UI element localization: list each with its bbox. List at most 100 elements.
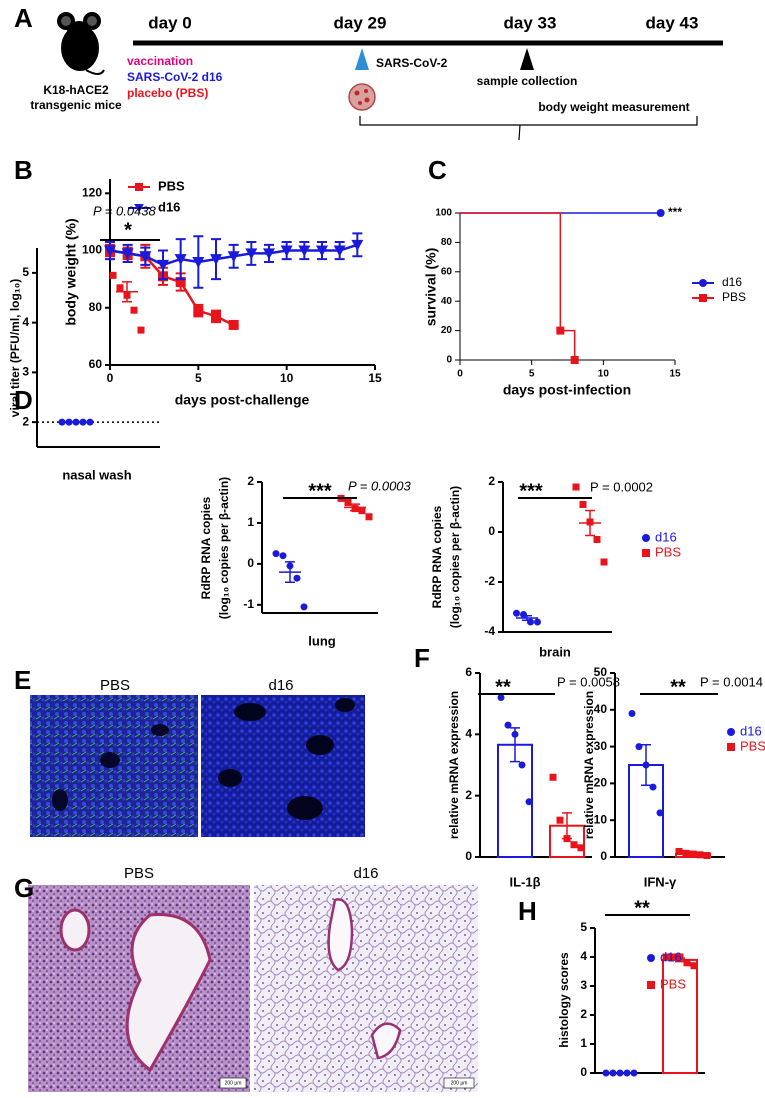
panel-letter: D xyxy=(14,385,33,415)
data-point xyxy=(556,326,565,335)
data-point xyxy=(157,259,169,271)
data-point xyxy=(137,326,145,334)
bar xyxy=(662,958,698,1075)
significance-stars: ** xyxy=(634,897,650,919)
y-tick-label: 0 xyxy=(446,355,452,366)
data-point xyxy=(570,356,579,364)
error-bar xyxy=(585,509,595,537)
y-tick-label: 10 xyxy=(594,812,608,826)
data-point xyxy=(210,254,222,266)
data-point xyxy=(623,1069,631,1077)
scale-label: 200 µm xyxy=(225,1080,242,1086)
data-point xyxy=(316,245,328,257)
y-tick-label: 1 xyxy=(580,1036,587,1050)
y-tick-label: -1 xyxy=(243,597,254,611)
y-tick-label: 60 xyxy=(441,266,453,277)
y-tick-label: 2 xyxy=(247,474,254,488)
y-tick-label: 100 xyxy=(82,243,102,257)
y-tick-label: 3 xyxy=(580,978,587,992)
data-point xyxy=(675,847,683,855)
p-value: P = 0.0058 xyxy=(557,674,620,689)
legend-marker xyxy=(134,204,144,213)
legend-marker xyxy=(699,294,707,302)
data-point xyxy=(109,271,117,279)
day-label: day 33 xyxy=(504,13,557,32)
data-point xyxy=(696,851,704,859)
data-point xyxy=(116,284,124,292)
significance-stars: * xyxy=(124,219,132,241)
y-tick-label: 80 xyxy=(89,300,103,314)
x-axis-title: IFN-γ xyxy=(644,874,677,889)
ifa-image-d16-holes xyxy=(218,698,355,820)
day-label: day 43 xyxy=(646,13,699,32)
data-point xyxy=(263,248,275,260)
data-point xyxy=(656,809,664,817)
y-axis-title: (log₁₀ copies per β-actin) xyxy=(217,477,231,619)
y-tick-label: 0 xyxy=(580,1065,587,1079)
legend-marker xyxy=(135,183,143,191)
scale-bar-box xyxy=(443,1077,475,1089)
data-point xyxy=(513,609,520,617)
legend-label: PBS xyxy=(722,290,746,304)
legend-marker xyxy=(727,743,735,751)
x-tick-label: 5 xyxy=(529,369,535,380)
legend-label: d16 xyxy=(722,275,742,289)
ifa-image-d16 xyxy=(201,695,365,837)
data-point xyxy=(662,953,670,961)
legend-marker xyxy=(647,954,655,962)
data-point xyxy=(211,311,221,322)
y-tick-label: 2 xyxy=(465,788,472,802)
data-point xyxy=(593,536,601,543)
legend-label: PBS xyxy=(660,976,686,991)
y-axis-title: body weight (%) xyxy=(63,218,79,325)
y-tick-label: 40 xyxy=(594,702,608,716)
error-bar xyxy=(510,727,520,763)
image-label: d16 xyxy=(353,865,378,882)
data-point xyxy=(676,953,684,961)
data-point xyxy=(703,852,711,860)
x-axis-title: lung xyxy=(308,633,335,648)
y-tick-label: 5 xyxy=(580,920,587,934)
panel-letter: B xyxy=(14,155,33,185)
day-label: day 0 xyxy=(148,13,191,32)
legend-label: d16 xyxy=(655,529,677,544)
data-point xyxy=(682,849,690,857)
y-axis-title: RdRP RNA copies xyxy=(199,496,213,599)
significance-stars: *** xyxy=(308,480,332,502)
error-bar xyxy=(285,561,295,584)
legend-marker xyxy=(699,279,707,287)
data-point xyxy=(130,306,138,314)
error-bar xyxy=(122,281,132,303)
legend-marker xyxy=(727,728,735,736)
scale-bar-box xyxy=(219,1077,247,1089)
data-point xyxy=(497,694,505,702)
mouse-label: transgenic mice xyxy=(30,98,122,112)
data-point xyxy=(572,483,580,491)
data-point xyxy=(293,574,301,582)
data-point xyxy=(656,209,665,217)
data-point xyxy=(683,959,691,967)
data-point xyxy=(245,248,258,260)
data-point xyxy=(669,953,677,961)
y-tick-label: 4 xyxy=(22,315,29,329)
y-axis-title: histology scores xyxy=(557,952,571,1048)
infection-label: SARS-CoV-2 xyxy=(376,56,448,70)
he-image-d16 xyxy=(254,885,478,1092)
image-label: d16 xyxy=(268,677,293,694)
y-tick-label: -2 xyxy=(484,574,495,588)
measurement-label: body weight measurement xyxy=(538,100,689,114)
y-tick-label: 0 xyxy=(488,524,495,538)
timeline xyxy=(57,12,723,141)
panel-letter: H xyxy=(518,896,537,926)
data-point xyxy=(333,245,346,257)
p-value: P = 0.0438 xyxy=(93,203,157,218)
data-point xyxy=(577,844,585,852)
y-tick-label: -4 xyxy=(484,624,495,638)
data-point xyxy=(556,816,564,824)
data-point xyxy=(174,254,187,266)
y-tick-label: 30 xyxy=(594,739,608,753)
data-point xyxy=(351,239,364,251)
ifa-image-pbs-holes xyxy=(52,724,169,811)
data-point xyxy=(579,501,587,508)
